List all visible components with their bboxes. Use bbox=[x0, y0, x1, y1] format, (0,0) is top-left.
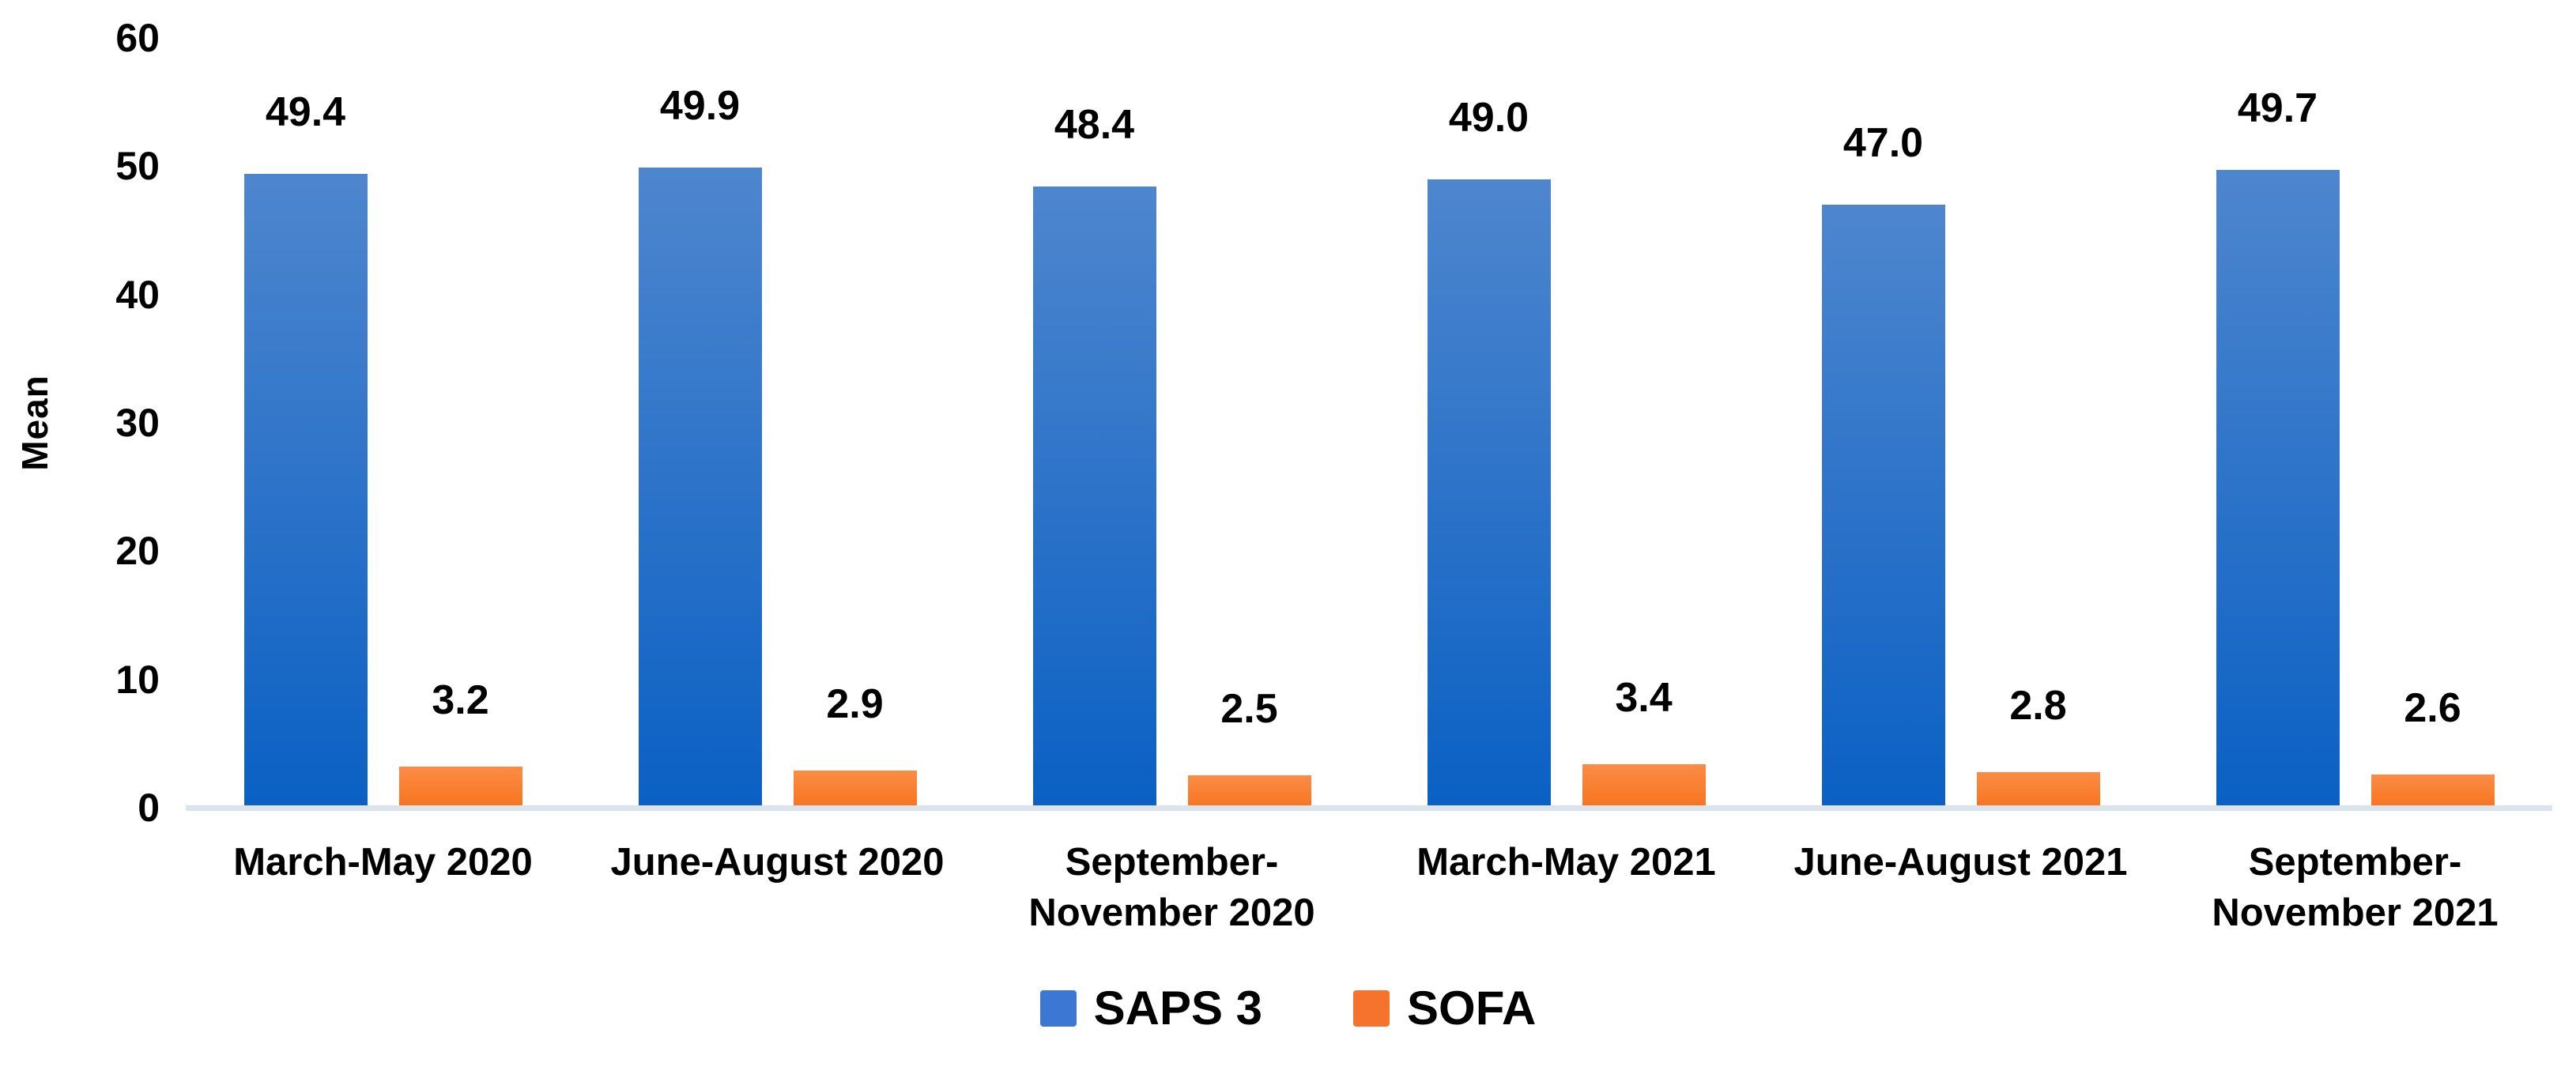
bar-saps3: 49.9 bbox=[638, 85, 762, 808]
value-label: 2.8 bbox=[2009, 682, 2067, 729]
bar-sofa: 2.8 bbox=[1976, 685, 2100, 808]
bar-sofa: 2.5 bbox=[1187, 688, 1311, 808]
x-category-label-text: September-November 2020 bbox=[1028, 841, 1315, 934]
value-label: 3.4 bbox=[1615, 674, 1673, 721]
bar-sofa: 2.9 bbox=[793, 684, 917, 808]
x-category-label-text: March-May 2020 bbox=[233, 841, 533, 884]
bar-sofa: 3.4 bbox=[1582, 677, 1706, 808]
value-label: 48.4 bbox=[1054, 102, 1135, 149]
value-label: 49.7 bbox=[2237, 85, 2318, 132]
bar-saps3: 48.4 bbox=[1032, 104, 1156, 808]
plot-area: 49.4 3.2 49.9 2.9 48.4 2.5 49.0 3.4 47.0 2.8 49.7 2… bbox=[186, 38, 2552, 808]
bars-region: 49.4 3.2 49.9 2.9 48.4 2.5 49.0 3.4 47.0 2.8 49.7 2… bbox=[186, 38, 2552, 808]
y-tick-label: 20 bbox=[115, 529, 160, 574]
legend-item: SAPS 3 bbox=[1039, 982, 1263, 1035]
x-axis-line bbox=[186, 805, 2552, 811]
y-tick-label: 50 bbox=[115, 144, 160, 189]
y-tick-label: 60 bbox=[115, 16, 160, 60]
value-label: 3.2 bbox=[432, 677, 489, 724]
x-category-label: June-August 2020 bbox=[580, 838, 975, 938]
legend-label: SAPS 3 bbox=[1093, 982, 1263, 1035]
bar-saps3: 49.7 bbox=[2216, 88, 2340, 808]
legend: SAPS 3 SOFA bbox=[0, 985, 2576, 1032]
x-category-label: June-August 2021 bbox=[1763, 838, 2158, 938]
legend-swatch-sofa bbox=[1353, 990, 1390, 1027]
x-category-label-text: June-August 2021 bbox=[1793, 841, 2128, 884]
x-category-label: September-November 2021 bbox=[2158, 838, 2552, 938]
legend-label: SOFA bbox=[1407, 982, 1537, 1035]
bar-saps3: 49.0 bbox=[1427, 97, 1551, 808]
value-label: 49.4 bbox=[265, 89, 346, 136]
category-group: 49.0 3.4 bbox=[1369, 38, 1763, 808]
y-tick-label: 30 bbox=[115, 401, 160, 445]
bar-sofa: 2.6 bbox=[2370, 688, 2495, 808]
bar-sofa: 3.2 bbox=[398, 680, 522, 808]
value-label: 2.5 bbox=[1220, 686, 1278, 733]
x-category-label-text: June-August 2020 bbox=[610, 841, 945, 884]
x-category-label-text: September-November 2021 bbox=[2212, 841, 2499, 934]
bar-saps3: 47.0 bbox=[1821, 122, 1945, 808]
x-category-label: September-November 2020 bbox=[975, 838, 1369, 938]
y-tick-label: 40 bbox=[115, 272, 160, 317]
category-group: 49.4 3.2 bbox=[186, 38, 580, 808]
y-axis-ticks: 60 50 40 30 20 10 0 bbox=[0, 18, 160, 827]
x-category-label-text: March-May 2021 bbox=[1416, 841, 1716, 884]
value-label: 49.9 bbox=[659, 82, 741, 129]
x-axis-labels: March-May 2020 June-August 2020 September-… bbox=[186, 838, 2552, 938]
bar-saps3: 49.4 bbox=[243, 92, 368, 808]
legend-item: SOFA bbox=[1353, 985, 1536, 1032]
y-tick-label: 10 bbox=[115, 657, 160, 702]
legend-swatch-saps3 bbox=[1039, 990, 1077, 1027]
category-group: 49.7 2.6 bbox=[2158, 38, 2552, 808]
x-category-label: March-May 2020 bbox=[186, 838, 580, 938]
value-label: 47.0 bbox=[1842, 120, 1924, 167]
y-tick-label: 0 bbox=[138, 786, 160, 830]
value-label: 49.0 bbox=[1448, 94, 1529, 141]
category-group: 49.9 2.9 bbox=[580, 38, 975, 808]
category-group: 48.4 2.5 bbox=[975, 38, 1369, 808]
value-label: 2.9 bbox=[826, 680, 884, 727]
category-group: 47.0 2.8 bbox=[1763, 38, 2158, 808]
x-category-label: March-May 2021 bbox=[1369, 838, 1763, 938]
value-label: 2.6 bbox=[2404, 684, 2461, 731]
